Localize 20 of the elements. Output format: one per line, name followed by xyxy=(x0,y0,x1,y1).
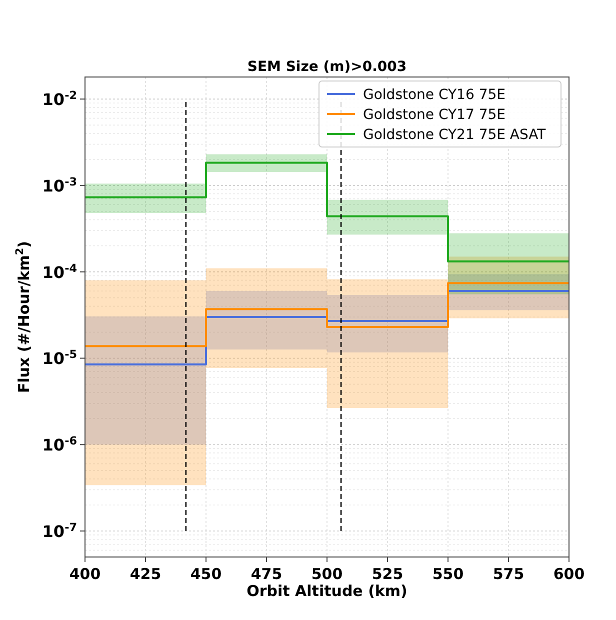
legend-label: Goldstone CY16 75E xyxy=(363,87,506,103)
y-tick-label: 10$^{-6}$ xyxy=(42,434,78,455)
y-tick-label: 10$^{-4}$ xyxy=(42,261,78,282)
y-tick-label: 10$^{-2}$ xyxy=(42,88,77,110)
x-tick-label: 575 xyxy=(492,565,524,583)
y-tick-label: 10$^{-7}$ xyxy=(42,520,77,541)
x-tick-label: 475 xyxy=(250,565,282,583)
x-tick-label: 500 xyxy=(311,565,343,583)
chart-title: SEM Size (m)>0.003 xyxy=(247,59,407,75)
legend-label: Goldstone CY17 75E xyxy=(363,107,506,123)
x-axis-title: Orbit Altitude (km) xyxy=(246,582,408,600)
x-tick-label: 525 xyxy=(372,565,404,583)
x-tick-label: 425 xyxy=(130,565,162,583)
legend-label: Goldstone CY21 75E ASAT xyxy=(363,127,546,143)
x-tick-label: 400 xyxy=(69,565,101,583)
x-tick-label: 450 xyxy=(190,565,222,583)
y-tick-label: 10$^{-5}$ xyxy=(42,348,77,368)
y-tick-label: 10$^{-3}$ xyxy=(42,174,77,196)
x-tick-label: 600 xyxy=(553,565,585,583)
x-tick-label: 550 xyxy=(432,565,464,583)
